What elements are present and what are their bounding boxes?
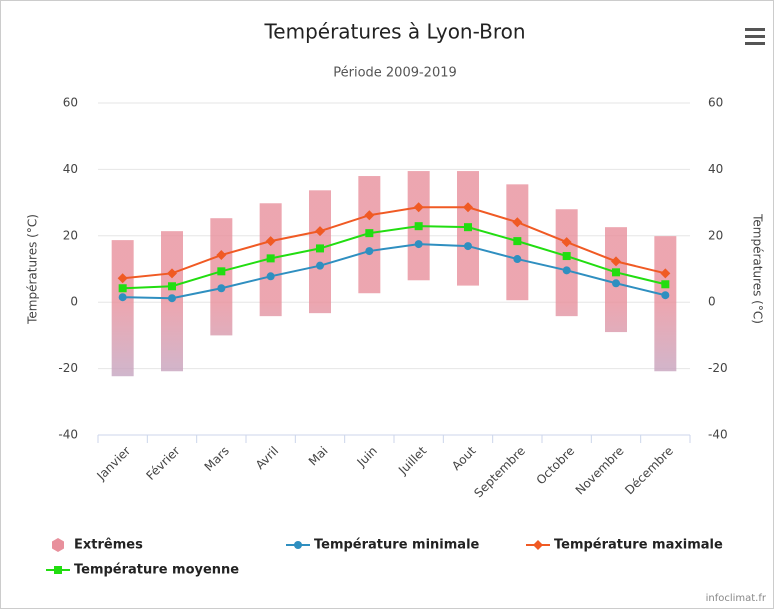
line-marker: [217, 267, 226, 276]
line-marker: [562, 252, 571, 261]
line-marker: [266, 254, 275, 263]
legend-symbol: [52, 538, 64, 552]
line-marker: [661, 280, 670, 289]
y2-tick-label: 40: [708, 162, 723, 176]
line-marker: [217, 284, 226, 293]
y-tick-label: -20: [58, 361, 78, 375]
line-marker: [464, 242, 472, 251]
line-marker: [513, 237, 522, 246]
y2-tick-label: 20: [708, 228, 723, 242]
line-marker: [117, 273, 128, 284]
line-marker: [315, 226, 325, 237]
y-tick-label: 40: [63, 162, 78, 176]
line-marker: [265, 236, 276, 247]
line-marker: [167, 268, 177, 279]
range-bar: [654, 236, 677, 372]
range-bar: [210, 218, 233, 336]
line-marker: [612, 268, 620, 277]
line-marker: [661, 291, 670, 300]
line-marker: [216, 250, 227, 261]
y2-tick-label: -20: [708, 361, 728, 375]
y2-tick-label: 0: [708, 295, 716, 309]
line: [122, 243, 666, 300]
line-marker: [168, 282, 176, 291]
y2-axis-title: Températures (°C): [751, 213, 765, 324]
legend-label: Extrêmes: [74, 538, 143, 553]
menu-button[interactable]: [745, 28, 765, 45]
line-marker: [365, 247, 374, 256]
line-marker: [316, 244, 324, 253]
chart-subtitle: Période 2009-2019: [333, 66, 457, 81]
legend-label: Température maximale: [554, 538, 723, 553]
y-tick-label: 20: [63, 228, 78, 242]
y-tick-label: 0: [70, 295, 78, 309]
line-marker: [118, 284, 127, 293]
line-marker: [118, 293, 127, 302]
legend-label: Température minimale: [314, 538, 480, 553]
range-bar: [111, 240, 134, 377]
legend-symbol: [54, 566, 62, 574]
line-marker: [561, 237, 572, 248]
y-axis-title: Températures (°C): [26, 214, 40, 325]
line-marker: [660, 268, 671, 279]
legend-symbol: [294, 541, 302, 549]
chart-title: Températures à Lyon-Bron: [263, 20, 525, 44]
y-tick-label: -40: [58, 428, 78, 442]
line: [122, 225, 666, 290]
line-marker: [316, 261, 324, 270]
line-marker: [168, 294, 176, 303]
legend-label: Température moyenne: [74, 563, 239, 578]
line-marker: [512, 217, 523, 228]
line-marker: [414, 240, 423, 249]
line: [122, 206, 666, 280]
line-marker: [463, 202, 473, 213]
line-marker: [413, 202, 424, 213]
y-tick-label: 60: [63, 96, 78, 110]
line-marker: [612, 279, 620, 288]
y2-tick-label: 60: [708, 96, 723, 110]
line-marker: [365, 229, 374, 238]
line-marker: [562, 266, 571, 275]
range-bar: [555, 209, 578, 317]
line-marker: [266, 272, 275, 281]
y2-tick-label: -40: [708, 428, 728, 442]
legend-symbol: [533, 540, 543, 550]
line-marker: [414, 222, 423, 231]
line-marker: [513, 255, 522, 264]
credits: infoclimat.fr: [706, 593, 767, 604]
line-marker: [611, 256, 621, 267]
line-marker: [464, 223, 472, 232]
line-marker: [364, 210, 375, 221]
